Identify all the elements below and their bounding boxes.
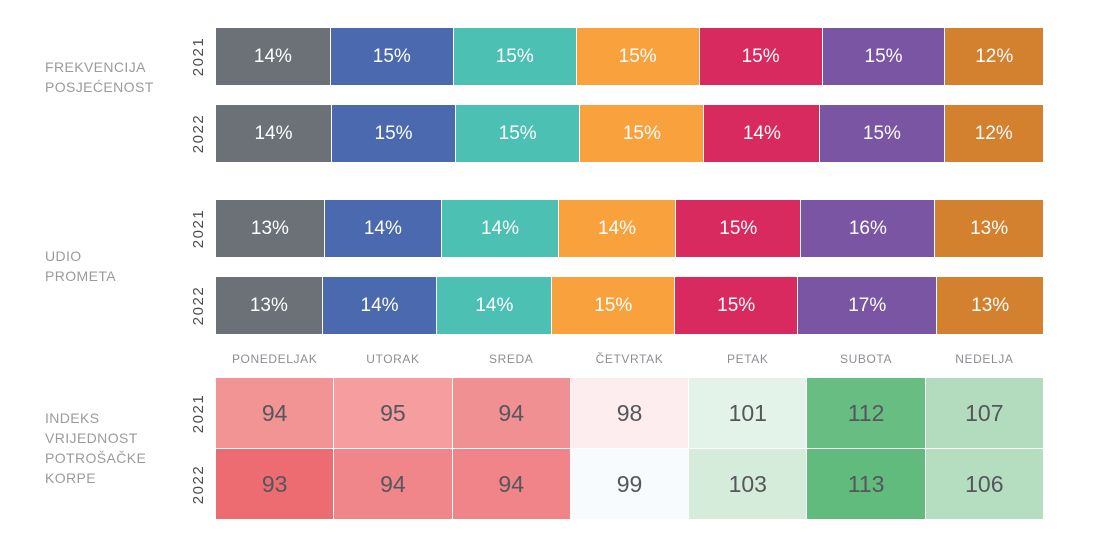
bar-segment-sreda-2022: 14% bbox=[437, 277, 552, 334]
year-axis-label: 2021 bbox=[186, 200, 212, 257]
heatmap-cell-sreda-2021: 94 bbox=[452, 378, 570, 448]
heatmap-cell-sreda-2022: 94 bbox=[452, 449, 570, 519]
day-header-subota: SUBOTA bbox=[840, 352, 893, 366]
section-label-udio-prometa: UDIO PROMETA bbox=[45, 246, 116, 286]
bar-segment-ponedeljak-2022: 13% bbox=[216, 277, 322, 334]
bar-segment-utorak-2022: 14% bbox=[322, 277, 437, 334]
heatmap-cell-petak-2021: 101 bbox=[689, 378, 807, 448]
section-label-line: UDIO bbox=[45, 248, 82, 264]
bar-segment-nedelja-2021: 13% bbox=[935, 200, 1043, 257]
year-axis-label-text: 2021 bbox=[190, 36, 208, 77]
bar-segment-nedelja-2021: 12% bbox=[945, 28, 1044, 85]
section-label-indeks-vrijednost-potrosacke-korpe: INDEKS VRIJEDNOST POTROŠAČKE KORPE bbox=[45, 408, 146, 488]
stacked-bar-row-2021: 2021 13% 14% 14% 14% 15% 16% 13% bbox=[191, 200, 1043, 257]
stacked-bar-row-2022: 2022 14% 15% 15% 15% 14% 15% 12% bbox=[191, 105, 1044, 162]
heatmap-row-2021: 2021 94 95 94 98 101 112 107 bbox=[191, 378, 1043, 448]
bar-segment-subota-2021: 16% bbox=[801, 200, 935, 257]
bar-segment-ponedeljak-2022: 14% bbox=[216, 105, 331, 162]
heatmap-cell-subota-2021: 112 bbox=[807, 378, 925, 448]
bar-segment-nedelja-2022: 13% bbox=[937, 277, 1043, 334]
day-header-utorak: UTORAK bbox=[366, 352, 420, 366]
bar-segment-utorak-2021: 15% bbox=[330, 28, 453, 85]
heatmap-cell-ponedeljak-2021: 94 bbox=[216, 378, 334, 448]
bar-segment-ponedeljak-2021: 14% bbox=[216, 28, 330, 85]
stacked-bar-row-2021: 2021 14% 15% 15% 15% 15% 15% 12% bbox=[191, 28, 1044, 85]
bar-segment-subota-2022: 17% bbox=[798, 277, 937, 334]
day-header-ponedeljak: PONEDELJAK bbox=[231, 352, 318, 366]
year-axis-label-text: 2022 bbox=[190, 113, 208, 154]
bar-segment-sreda-2021: 14% bbox=[441, 200, 558, 257]
stacked-bar-chart-frekvencija-posjecenost: 2021 14% 15% 15% 15% 15% 15% 12% 2022 14% 15% 15% 15… bbox=[191, 28, 1044, 162]
year-axis-label-text: 2021 bbox=[190, 393, 208, 433]
heatmap-cell-nedelja-2021: 107 bbox=[925, 378, 1043, 448]
bar-segment-subota-2022: 15% bbox=[820, 105, 944, 162]
year-axis-label: 2022 bbox=[186, 277, 212, 334]
bar-segment-petak-2021: 15% bbox=[676, 200, 801, 257]
year-axis-label: 2021 bbox=[186, 28, 212, 85]
day-header-sreda: SREDA bbox=[489, 352, 534, 366]
year-axis-label-text: 2022 bbox=[190, 464, 208, 504]
bar-segment-petak-2021: 15% bbox=[699, 28, 822, 85]
section-label-line: INDEKS bbox=[45, 410, 100, 426]
heatmap-day-header-row: PONEDELJAK UTORAK SREDA ČETVRTAK PETAK SUBOTA… bbox=[216, 352, 1043, 366]
bar-segment-četvrtak-2022: 15% bbox=[552, 277, 675, 334]
bar-segment-ponedeljak-2021: 13% bbox=[216, 200, 324, 257]
stacked-bar-row-2022: 2022 13% 14% 14% 15% 15% 17% 13% bbox=[191, 277, 1043, 334]
year-axis-label-text: 2022 bbox=[190, 285, 208, 326]
heatmap-cell-subota-2022: 113 bbox=[807, 449, 925, 519]
heatmap-row-2022: 2022 93 94 94 99 103 113 106 bbox=[191, 449, 1043, 519]
heatmap-cell-petak-2022: 103 bbox=[689, 449, 807, 519]
bar-segment-petak-2022: 15% bbox=[675, 277, 798, 334]
bar-segment-nedelja-2022: 12% bbox=[944, 105, 1044, 162]
year-axis-label: 2021 bbox=[186, 378, 212, 448]
year-axis-label-text: 2021 bbox=[190, 208, 208, 249]
section-label-line: KORPE bbox=[45, 470, 97, 486]
section-label-frekvencija-posjecenost: FREKVENCIJA POSJEĆENOST bbox=[45, 57, 154, 97]
section-label-line: FREKVENCIJA bbox=[45, 59, 146, 75]
heatmap-cell-nedelja-2022: 106 bbox=[925, 449, 1043, 519]
bar-segment-sreda-2021: 15% bbox=[453, 28, 576, 85]
section-label-line: PROMETA bbox=[45, 268, 116, 284]
bar-segment-četvrtak-2022: 15% bbox=[580, 105, 704, 162]
day-header-četvrtak: ČETVRTAK bbox=[595, 352, 664, 366]
day-header-petak: PETAK bbox=[727, 352, 769, 366]
bar-segment-utorak-2022: 15% bbox=[331, 105, 456, 162]
bar-segment-petak-2022: 14% bbox=[704, 105, 820, 162]
bar-segment-utorak-2021: 14% bbox=[324, 200, 441, 257]
heatmap-cell-četvrtak-2022: 99 bbox=[570, 449, 689, 519]
bar-segment-četvrtak-2021: 14% bbox=[559, 200, 676, 257]
year-axis-label: 2022 bbox=[186, 449, 212, 519]
heatmap-cell-ponedeljak-2022: 93 bbox=[216, 449, 334, 519]
bar-segment-subota-2021: 15% bbox=[822, 28, 945, 85]
section-label-line: VRIJEDNOST bbox=[45, 430, 138, 446]
heatmap-cell-utorak-2022: 94 bbox=[334, 449, 452, 519]
stacked-bar-chart-udio-prometa: 2021 13% 14% 14% 14% 15% 16% 13% 2022 13% 14% 14% 15… bbox=[191, 200, 1043, 334]
day-header-nedelja: NEDELJA bbox=[955, 352, 1014, 366]
heatmap-indeks-vrijednost-potrosacke-korpe: PONEDELJAK UTORAK SREDA ČETVRTAK PETAK SUBOTA… bbox=[191, 352, 1043, 519]
section-label-line: POSJEĆENOST bbox=[45, 79, 154, 95]
bar-segment-sreda-2022: 15% bbox=[456, 105, 580, 162]
heatmap-cell-utorak-2021: 95 bbox=[334, 378, 452, 448]
heatmap-cell-četvrtak-2021: 98 bbox=[570, 378, 689, 448]
year-axis-label: 2022 bbox=[186, 105, 212, 162]
bar-segment-četvrtak-2021: 15% bbox=[576, 28, 699, 85]
section-label-line: POTROŠAČKE bbox=[45, 450, 147, 466]
